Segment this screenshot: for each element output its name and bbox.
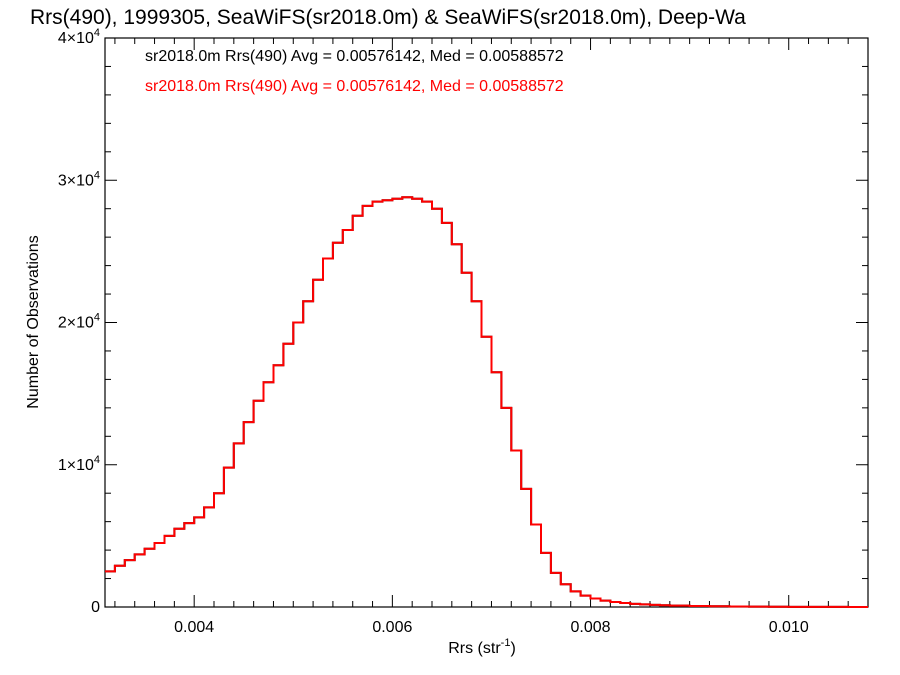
chart-title: Rrs(490), 1999305, SeaWiFS(sr2018.0m) & …: [30, 6, 746, 29]
y-tick-label: 0: [91, 599, 100, 616]
x-axis-ticks: 0.004 0.006 0.008 0.010: [114, 38, 869, 636]
x-axis-label-main: Rrs (str: [448, 640, 501, 657]
x-tick-label: 0.008: [571, 619, 611, 636]
series-layer: [105, 196, 868, 608]
y-tick-label: 3×104: [58, 169, 100, 189]
legend-entry-1: sr2018.0m Rrs(490) Avg = 0.00576142, Med…: [145, 48, 564, 65]
y-axis-ticks: 0 1×104 2×104 3×104 4×104: [58, 27, 868, 616]
legend-entry-2: sr2018.0m Rrs(490) Avg = 0.00576142, Med…: [145, 78, 564, 95]
x-axis-label: Rrs (str-1): [448, 637, 516, 657]
x-tick-label: 0.006: [372, 619, 412, 636]
x-tick-label: 0.010: [769, 619, 809, 636]
x-tick-label: 0.004: [174, 619, 214, 636]
y-axis-label: Number of Observations: [25, 235, 42, 408]
y-tick-label: 1×104: [58, 454, 100, 474]
x-axis-label-close: ): [510, 640, 515, 657]
x-axis-label-sup: -1: [501, 637, 511, 649]
series-line-2: [105, 196, 868, 608]
y-tick-label: 4×104: [58, 27, 100, 47]
y-tick-label: 2×104: [58, 312, 100, 332]
